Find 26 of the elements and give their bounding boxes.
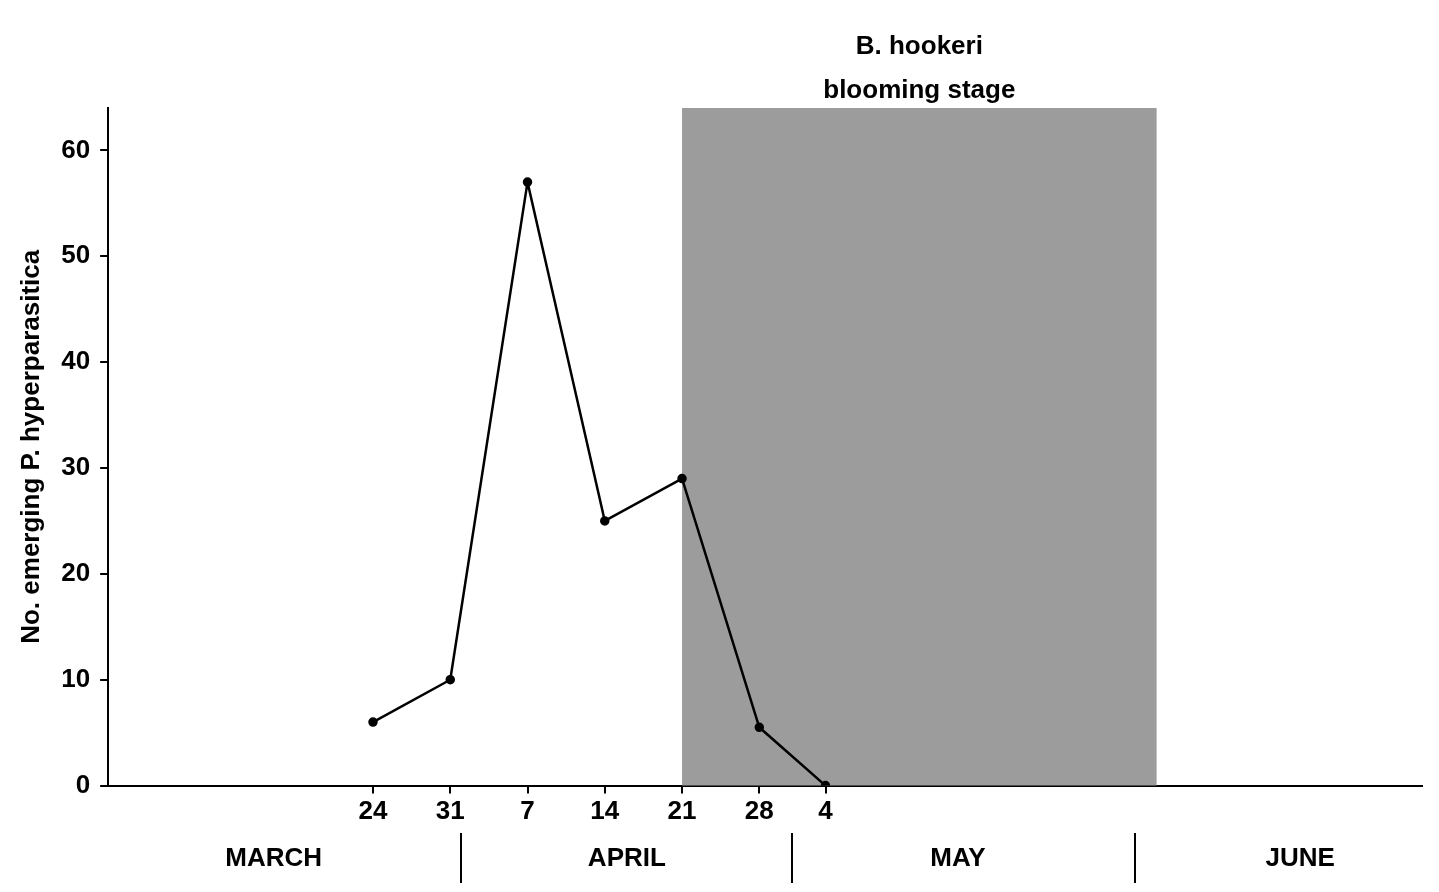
x-tick-label: 31	[435, 795, 465, 826]
band-label: B. hookeri blooming stage	[823, 30, 1016, 105]
x2-tick-label: MAY	[930, 841, 986, 872]
x-tick-label: 21	[667, 795, 697, 826]
point	[522, 177, 533, 187]
point	[754, 722, 765, 733]
point	[445, 674, 456, 685]
y-axis-title: No. emerging P. hyperparasitica	[14, 249, 45, 644]
x2-tick-label: MARCH	[225, 841, 323, 872]
x-tick-label: 28	[744, 795, 774, 826]
point	[677, 473, 687, 484]
y-tick-label: 60	[61, 133, 91, 164]
x2-tick-label: APRIL	[587, 841, 666, 872]
x-tick-label: 24	[358, 795, 388, 826]
y-tick-label: 10	[61, 662, 91, 693]
y-tick-label: 0	[75, 768, 91, 799]
x-tick-label: 4	[818, 795, 834, 826]
y-tick-label: 50	[61, 239, 91, 270]
y-tick-label: 40	[61, 345, 91, 376]
point	[368, 717, 378, 727]
x2-tick-label: JUNE	[1265, 841, 1335, 872]
point	[600, 516, 610, 526]
y-tick-label: 20	[61, 557, 91, 588]
y-tick-label: 30	[61, 451, 91, 482]
x-tick-label: 14	[590, 795, 620, 826]
x-tick-label: 7	[520, 795, 535, 826]
